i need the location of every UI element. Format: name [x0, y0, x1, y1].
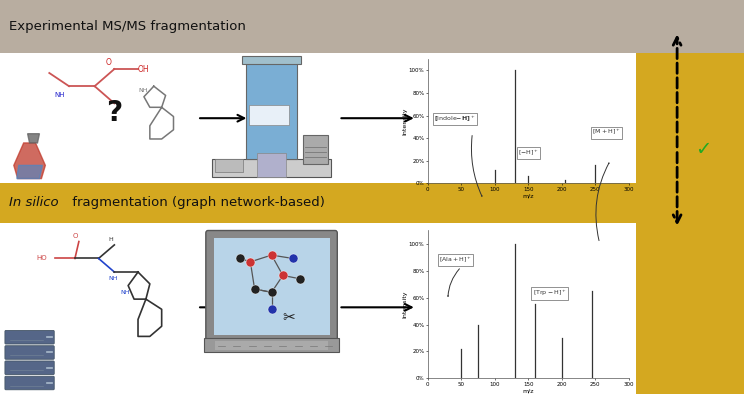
FancyArrowPatch shape: [472, 136, 482, 196]
Bar: [246, 61, 297, 158]
Bar: [214, 238, 330, 335]
FancyBboxPatch shape: [206, 230, 337, 342]
Bar: [249, 105, 289, 125]
Text: $\mathbf{[}$indole$\mathbf{-H]}^+$: $\mathbf{[}$indole$\mathbf{-H]}^+$: [434, 115, 476, 124]
Text: ✓: ✓: [696, 140, 712, 159]
Text: $[\mathregular{M+H}]^+$: $[\mathregular{M+H}]^+$: [592, 128, 620, 138]
Text: ✂: ✂: [282, 310, 295, 325]
Text: In silico: In silico: [9, 197, 59, 209]
Bar: [303, 135, 328, 164]
FancyBboxPatch shape: [5, 361, 54, 375]
Bar: [242, 56, 301, 63]
Polygon shape: [28, 134, 39, 143]
FancyArrowPatch shape: [448, 269, 459, 296]
Polygon shape: [14, 143, 45, 178]
FancyBboxPatch shape: [5, 346, 54, 359]
Text: OH: OH: [138, 65, 150, 74]
FancyBboxPatch shape: [5, 331, 54, 344]
Bar: [212, 158, 331, 177]
Y-axis label: Intensity: Intensity: [403, 291, 407, 318]
Text: O: O: [72, 233, 77, 240]
Text: ?: ?: [106, 98, 123, 126]
Text: fragmentation (graph network-based): fragmentation (graph network-based): [68, 197, 325, 209]
FancyArrowPatch shape: [596, 163, 609, 241]
Polygon shape: [17, 165, 42, 178]
Bar: [215, 158, 243, 171]
Text: $[\mathregular{Trp-H}]^+$: $[\mathregular{Trp-H}]^+$: [533, 288, 566, 299]
Text: $[\mathregular{Ala+H}]^+$: $[\mathregular{Ala+H}]^+$: [439, 255, 472, 265]
Text: HO: HO: [36, 255, 48, 262]
X-axis label: m/z: m/z: [522, 388, 534, 393]
Bar: [257, 153, 286, 177]
Text: NH: NH: [138, 87, 147, 93]
Bar: [636, 0, 744, 394]
Text: NH: NH: [54, 93, 65, 98]
Y-axis label: Intensity: Intensity: [403, 108, 407, 135]
Bar: [0, 183, 638, 223]
Bar: [215, 342, 328, 350]
Bar: [0, 0, 744, 53]
Text: NH: NH: [121, 290, 129, 295]
Text: NH: NH: [109, 276, 118, 281]
Text: O: O: [106, 58, 112, 67]
Bar: [204, 338, 339, 351]
X-axis label: m/z: m/z: [522, 193, 534, 198]
Text: $\mathregular{[-H]}^+$: $\mathregular{[-H]}^+$: [518, 148, 539, 158]
Text: Experimental MS/MS fragmentation: Experimental MS/MS fragmentation: [9, 20, 246, 33]
Text: H: H: [109, 237, 113, 242]
FancyBboxPatch shape: [5, 376, 54, 390]
